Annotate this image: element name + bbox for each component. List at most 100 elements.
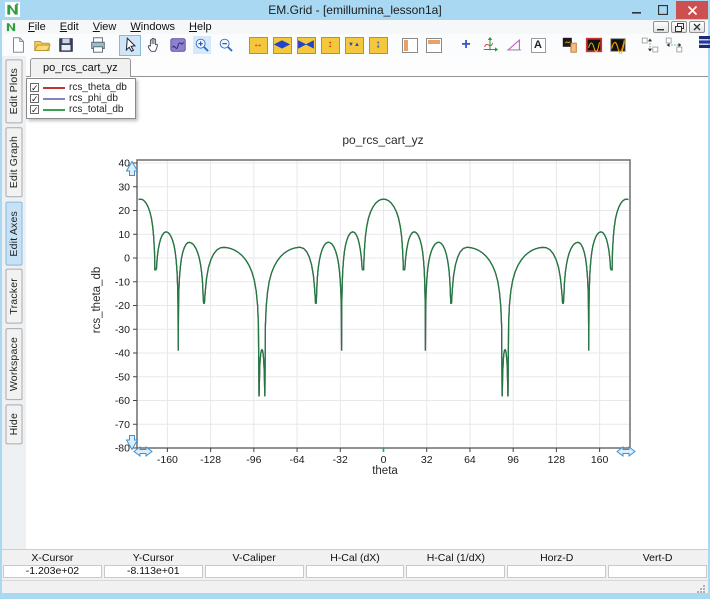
menu-view[interactable]: View <box>86 21 124 33</box>
legend-label: rcs_theta_db <box>69 82 127 93</box>
document-tab-bar: po_rcs_cart_yz <box>26 56 708 77</box>
h-shrink-button[interactable]: ◀▶ <box>271 35 293 56</box>
y-axis-label: rcs_theta_db <box>91 267 103 334</box>
menu-edit[interactable]: Edit <box>53 21 86 33</box>
crosshair-button[interactable]: + <box>455 35 477 56</box>
match-width-button[interactable] <box>663 35 685 56</box>
axes-icon <box>481 36 499 54</box>
toolbar-separator <box>78 35 86 56</box>
sidebar-tab-hide[interactable]: Hide <box>6 404 23 444</box>
status-col-header: Horz-D <box>506 551 607 565</box>
mdi-app-icon <box>5 21 17 33</box>
crosshair-icon: + <box>461 37 470 53</box>
resize-grip[interactable] <box>696 581 706 591</box>
layout-menu-button[interactable]: Layout ▾ <box>692 35 710 56</box>
print-button[interactable] <box>87 35 109 56</box>
toolbar-separator <box>550 35 558 56</box>
x-tick-label: -64 <box>289 454 304 466</box>
y-tick-label: 30 <box>118 181 130 193</box>
legend-item: ✓ rcs_total_db <box>30 104 127 115</box>
plot-style-2-button[interactable] <box>607 35 629 56</box>
select-cursor-icon <box>121 36 139 54</box>
x-tick-label: 128 <box>548 454 566 466</box>
toolbar-separator <box>390 35 398 56</box>
x-tick-label: -96 <box>246 454 261 466</box>
sidebar-tab-edit-plots[interactable]: Edit Plots <box>6 59 23 123</box>
status-col-header: H-Cal (1/dX) <box>405 551 506 565</box>
plot-svg[interactable]: -160-128-96-64-320326496128160403020100-… <box>26 77 706 549</box>
zoom-out-button[interactable] <box>215 35 237 56</box>
add-plot-button[interactable] <box>559 35 581 56</box>
x-axis-label: theta <box>372 465 398 477</box>
status-col-value <box>205 565 304 578</box>
axes-button[interactable] <box>479 35 501 56</box>
menu-help[interactable]: Help <box>182 21 219 33</box>
save-button[interactable] <box>55 35 77 56</box>
h-expand-button[interactable]: ↔ <box>247 35 269 56</box>
sidebar-tab-edit-axes[interactable]: Edit Axes <box>6 202 23 266</box>
legend-checkbox[interactable]: ✓ <box>30 83 39 92</box>
sidebar-tab-workspace[interactable]: Workspace <box>6 328 23 400</box>
new-file-button[interactable] <box>7 35 29 56</box>
h-fit-button[interactable]: ▶◀ <box>295 35 317 56</box>
y-tick-label: -10 <box>115 276 130 288</box>
pan-hand-icon <box>145 36 163 54</box>
h-shrink-icon: ◀▶ <box>273 37 292 54</box>
open-file-button[interactable] <box>31 35 53 56</box>
pan-hand-button[interactable] <box>143 35 165 56</box>
tab-po-rcs-cart-yz[interactable]: po_rcs_cart_yz <box>30 58 131 77</box>
menu-file[interactable]: File <box>21 21 53 33</box>
status-strip <box>2 580 708 593</box>
text-label-button[interactable]: A <box>527 35 549 56</box>
new-file-icon <box>9 36 27 54</box>
y-tick-label: -40 <box>115 348 130 360</box>
v-expand-button[interactable]: ↕ <box>319 35 341 56</box>
zoom-window-button[interactable] <box>167 35 189 56</box>
v-shrink-button[interactable]: ▼▲ <box>343 35 365 56</box>
legend-line-swatch <box>43 87 65 89</box>
y-tick-label: 10 <box>118 229 130 241</box>
plot-canvas[interactable]: -160-128-96-64-320326496128160403020100-… <box>26 77 708 549</box>
x-tick-label: 160 <box>591 454 609 466</box>
y-tick-label: -60 <box>115 395 130 407</box>
x-tick-label: -128 <box>200 454 221 466</box>
mdi-minimize-button[interactable] <box>653 21 669 33</box>
main-area: po_rcs_cart_yz -160-128-96-64-3203264961… <box>26 56 708 549</box>
panel-vertical-button[interactable] <box>399 35 421 56</box>
match-height-button[interactable] <box>639 35 661 56</box>
panel-vertical-icon <box>402 38 418 53</box>
plot-style-1-button[interactable] <box>583 35 605 56</box>
panel-horizontal-button[interactable] <box>423 35 445 56</box>
legend-checkbox[interactable]: ✓ <box>30 105 39 114</box>
app-window: EM.Grid - [emillumina_lesson1a] FileEdit… <box>0 0 710 599</box>
y-tick-label: -20 <box>115 300 130 312</box>
close-button[interactable] <box>676 1 708 19</box>
maximize-button[interactable] <box>650 1 676 19</box>
print-icon <box>89 36 107 54</box>
zoom-out-icon <box>217 36 235 54</box>
window-controls <box>624 1 708 19</box>
mdi-close-button[interactable] <box>689 21 705 33</box>
legend-label: rcs_total_db <box>69 104 123 115</box>
status-col-value <box>306 565 405 578</box>
legend-item: ✓ rcs_theta_db <box>30 82 127 93</box>
angle-triangle-button[interactable] <box>503 35 525 56</box>
add-plot-icon <box>561 36 579 54</box>
sidebar-tab-edit-graph[interactable]: Edit Graph <box>6 127 23 197</box>
minimize-button[interactable] <box>624 1 650 19</box>
y-tick-label: 20 <box>118 205 130 217</box>
v-shrink-icon: ▼▲ <box>345 37 364 54</box>
legend-checkbox[interactable]: ✓ <box>30 94 39 103</box>
match-height-icon <box>641 36 659 54</box>
v-fit-button[interactable]: ↨ <box>367 35 389 56</box>
zoom-in-button[interactable] <box>191 35 213 56</box>
title-bar: EM.Grid - [emillumina_lesson1a] <box>0 0 710 20</box>
toolbar-separator <box>446 35 454 56</box>
sidebar-tab-tracker[interactable]: Tracker <box>6 269 23 324</box>
select-cursor-button[interactable] <box>119 35 141 56</box>
x-tick-label: -32 <box>333 454 348 466</box>
mdi-restore-button[interactable] <box>671 21 687 33</box>
plot-style-1-icon <box>585 36 603 54</box>
y-tick-label: -70 <box>115 419 130 431</box>
menu-windows[interactable]: Windows <box>123 21 182 33</box>
